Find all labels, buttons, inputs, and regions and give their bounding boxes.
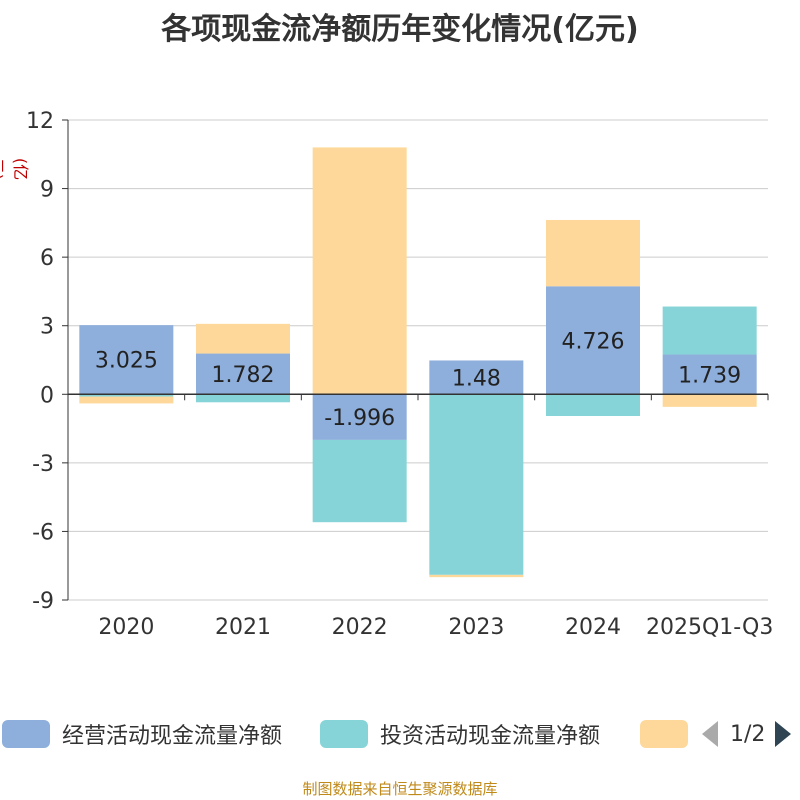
chart-title: 各项现金流净额历年变化情况(亿元)	[161, 12, 639, 47]
bar-financing	[312, 147, 407, 395]
legend-swatch-investing	[320, 720, 368, 748]
y-tick-label: 12	[26, 109, 54, 134]
y-tick-label: -3	[32, 452, 54, 477]
bar-financing	[196, 323, 290, 354]
bar-investing	[546, 394, 640, 416]
data-label: 3.025	[95, 349, 158, 374]
y-tick-label: -9	[32, 589, 54, 614]
x-tick-label: 2025Q1-Q3	[646, 615, 773, 640]
legend-prev-icon[interactable]	[700, 719, 722, 749]
bar-financing	[79, 396, 174, 404]
bar-investing	[312, 439, 407, 523]
bar-investing	[196, 394, 290, 403]
legend-item-investing[interactable]: 投资活动现金流量净额	[320, 716, 600, 752]
legend-item-operating[interactable]: 经营活动现金流量净额	[2, 716, 282, 752]
bar-operating	[429, 360, 524, 395]
data-label: 1.48	[452, 366, 501, 391]
legend: 经营活动现金流量净额 投资活动现金流量净额	[0, 716, 800, 756]
y-tick-label: 9	[40, 178, 54, 203]
bar-operating	[312, 394, 407, 440]
bar-operating	[79, 325, 174, 395]
legend-label-operating: 经营活动现金流量净额	[62, 724, 283, 749]
y-tick-label: 3	[40, 315, 54, 340]
source-note: 制图数据来自恒生聚源数据库	[302, 780, 498, 798]
legend-page-indicator: 1/2	[730, 721, 766, 747]
bar-financing	[662, 394, 757, 407]
legend-label-investing: 投资活动现金流量净额	[380, 724, 601, 749]
bar-operating	[546, 286, 640, 395]
legend-next-icon[interactable]	[773, 719, 795, 749]
bar-operating	[196, 353, 290, 395]
x-tick-label: 2020	[98, 615, 154, 640]
y-axis-unit-label: (亿元)	[0, 157, 30, 181]
y-tick-label: -6	[32, 520, 54, 545]
y-tick-label: 6	[40, 246, 54, 271]
legend-swatch-operating	[2, 720, 50, 748]
data-label: 1.782	[212, 363, 275, 388]
bar-investing	[662, 306, 757, 355]
bar-operating	[662, 354, 757, 395]
bar-investing	[429, 394, 524, 575]
y-tick-label: 0	[40, 383, 54, 408]
x-tick-label: 2021	[215, 615, 271, 640]
bar-investing	[79, 394, 174, 397]
bar-financing	[429, 574, 524, 578]
data-label: 1.739	[678, 363, 741, 388]
bar-financing	[546, 219, 640, 287]
legend-swatch-financing	[640, 720, 688, 748]
data-label: 4.726	[562, 329, 625, 354]
x-tick-label: 2022	[332, 615, 388, 640]
x-tick-label: 2023	[448, 615, 504, 640]
x-tick-label: 2024	[565, 615, 621, 640]
legend-pager: 1/2	[700, 716, 795, 752]
legend-item-financing[interactable]	[640, 716, 688, 752]
data-label: -1.996	[324, 406, 395, 431]
